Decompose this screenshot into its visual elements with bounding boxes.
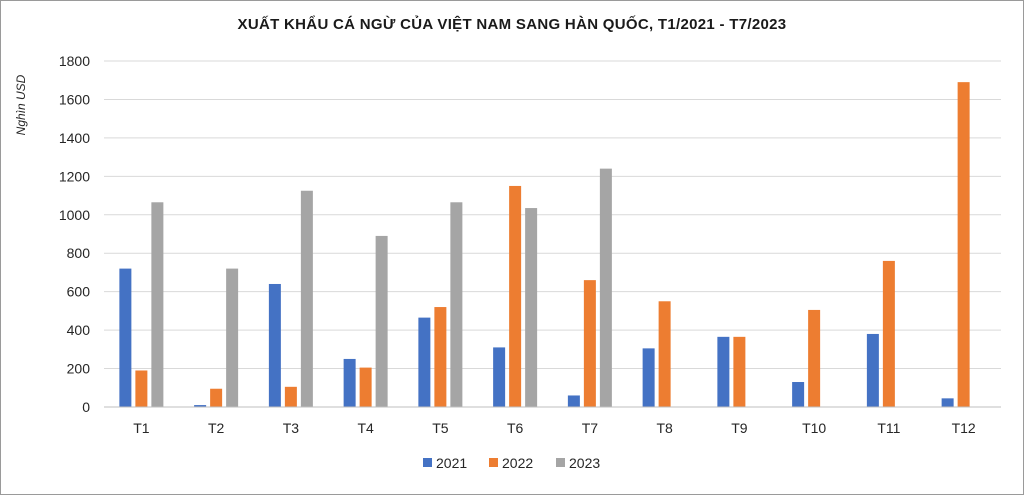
- bar-2022-T6: [509, 185, 522, 407]
- bar-2021-T1: [119, 268, 132, 407]
- legend: 2021 2022 2023: [423, 455, 600, 471]
- bar-2022-T4: [359, 367, 372, 407]
- bar-2021-T6: [493, 347, 506, 407]
- x-tick-label: T3: [283, 420, 300, 436]
- y-tick-label: 1000: [59, 207, 90, 223]
- y-tick-label: 1400: [59, 130, 90, 146]
- bar-2022-T11: [882, 260, 895, 407]
- bar-2021-T7: [567, 395, 580, 407]
- bar-2021-T3: [268, 283, 281, 407]
- x-tick-label: T10: [802, 420, 826, 436]
- y-tick-label: 800: [67, 245, 91, 261]
- bar-2021-T12: [941, 398, 954, 407]
- y-tick-label: 1600: [59, 91, 90, 107]
- bar-2023-T2: [226, 268, 239, 407]
- y-tick-label: 600: [67, 284, 91, 300]
- x-tick-label: T4: [357, 420, 374, 436]
- y-tick-label: 400: [67, 322, 91, 338]
- x-tick-label: T1: [133, 420, 150, 436]
- x-tick-label: T5: [432, 420, 449, 436]
- y-tick-label: 0: [82, 399, 90, 415]
- bar-2023-T3: [300, 190, 313, 407]
- x-tick-label: T12: [952, 420, 976, 436]
- bar-2022-T3: [284, 386, 297, 407]
- bar-2023-T1: [151, 202, 164, 407]
- legend-swatch-2021: [423, 458, 432, 467]
- bar-2021-T8: [642, 348, 655, 407]
- bar-2022-T1: [135, 370, 148, 407]
- x-tick-label: T11: [877, 420, 900, 436]
- bar-2022-T10: [808, 309, 821, 407]
- x-tick-label: T7: [582, 420, 599, 436]
- bar-2022-T5: [434, 307, 447, 407]
- bar-2021-T2: [194, 405, 207, 407]
- x-tick-label: T8: [656, 420, 673, 436]
- gridlines: [104, 60, 1001, 370]
- bar-2022-T9: [733, 336, 746, 407]
- bar-2021-T11: [866, 333, 879, 407]
- legend-swatch-2023: [556, 458, 565, 467]
- bar-2022-T12: [957, 82, 970, 408]
- legend-swatch-2022: [489, 458, 498, 467]
- bar-2023-T5: [450, 202, 463, 407]
- bar-2021-T5: [418, 317, 431, 407]
- y-tick-label: 1200: [59, 168, 90, 184]
- bar-2023-T4: [375, 235, 388, 407]
- y-tick-label: 200: [67, 361, 91, 377]
- bar-2021-T9: [717, 336, 730, 407]
- legend-label-2023: 2023: [569, 455, 600, 471]
- bar-2023-T6: [525, 208, 538, 407]
- bar-2021-T4: [343, 358, 356, 407]
- bars: [119, 82, 970, 408]
- x-tick-label: T2: [208, 420, 225, 436]
- x-tick-label: T6: [507, 420, 524, 436]
- y-axis-ticks: 0 200 400 600 800 1000 1200 1400 1600 1800: [59, 53, 90, 415]
- legend-label-2022: 2022: [502, 455, 533, 471]
- y-tick-label: 1800: [59, 53, 90, 69]
- chart-title: XUẤT KHẨU CÁ NGỪ CỦA VIỆT NAM SANG HÀN Q…: [237, 16, 787, 33]
- y-axis-label: Nghìn USD: [14, 74, 28, 135]
- x-axis-ticks: T1 T2 T3 T4 T5 T6 T7 T8 T9 T10 T11 T12: [133, 420, 976, 436]
- bar-2023-T7: [599, 168, 612, 407]
- bar-2022-T7: [583, 280, 596, 407]
- legend-label-2021: 2021: [436, 455, 467, 471]
- bar-2022-T2: [210, 388, 223, 407]
- x-tick-label: T9: [731, 420, 748, 436]
- bar-2022-T8: [658, 301, 671, 407]
- bar-2021-T10: [792, 382, 805, 407]
